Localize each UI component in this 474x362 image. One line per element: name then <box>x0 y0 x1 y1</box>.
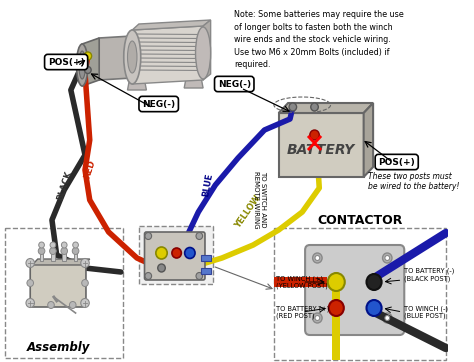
Ellipse shape <box>79 51 85 79</box>
Circle shape <box>156 247 167 259</box>
Circle shape <box>313 313 322 323</box>
Text: POS(+): POS(+) <box>48 58 84 67</box>
Bar <box>201 255 210 261</box>
Polygon shape <box>128 80 146 90</box>
Polygon shape <box>32 259 90 265</box>
Circle shape <box>81 299 89 307</box>
Polygon shape <box>99 36 132 80</box>
Text: BLUE: BLUE <box>201 172 214 197</box>
Circle shape <box>366 300 382 316</box>
Text: BLACK: BLACK <box>55 170 73 202</box>
Text: NEG(-): NEG(-) <box>218 80 251 88</box>
Circle shape <box>81 258 89 268</box>
Text: TO BATTERY (+)
(RED POST): TO BATTERY (+) (RED POST) <box>276 305 329 319</box>
Circle shape <box>38 248 45 254</box>
Bar <box>40 251 44 261</box>
Text: Note: Some batteries may require the use
of longer bolts to fasten both the winc: Note: Some batteries may require the use… <box>234 10 404 69</box>
Text: BATTERY: BATTERY <box>287 143 356 157</box>
Polygon shape <box>132 26 203 84</box>
Text: YELLOW: YELLOW <box>233 194 262 230</box>
Polygon shape <box>132 20 210 30</box>
Circle shape <box>62 242 67 248</box>
Circle shape <box>328 300 344 316</box>
Text: TO WINCH (+)
(YELLOW POST): TO WINCH (+) (YELLOW POST) <box>276 275 328 289</box>
Circle shape <box>72 248 79 254</box>
Polygon shape <box>203 20 210 80</box>
Bar <box>63 251 66 261</box>
Polygon shape <box>364 103 373 177</box>
Circle shape <box>196 232 202 240</box>
FancyBboxPatch shape <box>5 228 123 358</box>
FancyBboxPatch shape <box>305 245 404 335</box>
Text: POS(+): POS(+) <box>378 157 415 167</box>
Bar <box>51 251 55 261</box>
FancyBboxPatch shape <box>145 232 205 280</box>
Circle shape <box>311 103 319 111</box>
Text: These two posts must
be wired to the battery!: These two posts must be wired to the bat… <box>368 172 460 191</box>
Circle shape <box>61 248 67 254</box>
Text: TO SWITCH AND
REMOTE WIRING: TO SWITCH AND REMOTE WIRING <box>253 171 266 229</box>
Circle shape <box>50 242 56 248</box>
Circle shape <box>313 253 322 263</box>
Circle shape <box>385 316 390 320</box>
Bar <box>332 291 340 360</box>
Text: NEG(-): NEG(-) <box>142 100 175 109</box>
Circle shape <box>383 253 392 263</box>
Circle shape <box>84 67 91 73</box>
Circle shape <box>27 279 34 286</box>
Circle shape <box>383 313 392 323</box>
Circle shape <box>69 302 76 308</box>
FancyBboxPatch shape <box>274 228 446 360</box>
Text: TO BATTERY (-)
(BLACK POST): TO BATTERY (-) (BLACK POST) <box>404 268 455 282</box>
Polygon shape <box>184 78 203 88</box>
Text: RED: RED <box>82 159 97 180</box>
Circle shape <box>185 248 195 258</box>
Polygon shape <box>279 113 364 177</box>
FancyBboxPatch shape <box>139 226 212 284</box>
Circle shape <box>145 273 152 279</box>
Circle shape <box>39 242 45 248</box>
Circle shape <box>73 242 78 248</box>
Ellipse shape <box>124 30 141 84</box>
Circle shape <box>158 264 165 272</box>
Circle shape <box>50 248 56 254</box>
Bar <box>73 251 77 261</box>
Bar <box>274 277 327 287</box>
FancyBboxPatch shape <box>30 263 86 307</box>
Text: CONTACTOR: CONTACTOR <box>317 214 402 227</box>
Circle shape <box>366 274 382 290</box>
Circle shape <box>289 103 297 111</box>
Circle shape <box>196 273 202 279</box>
Circle shape <box>315 316 320 320</box>
Ellipse shape <box>76 44 88 86</box>
Circle shape <box>26 299 35 307</box>
Circle shape <box>328 273 345 291</box>
Circle shape <box>84 52 91 60</box>
Polygon shape <box>82 38 99 86</box>
Circle shape <box>385 256 390 261</box>
Ellipse shape <box>128 41 137 73</box>
Circle shape <box>26 258 35 268</box>
Circle shape <box>145 232 152 240</box>
Circle shape <box>48 302 55 308</box>
Bar <box>201 268 210 274</box>
Circle shape <box>315 256 320 261</box>
Circle shape <box>82 279 88 286</box>
Polygon shape <box>279 103 373 113</box>
Ellipse shape <box>196 27 210 79</box>
Text: Assembly: Assembly <box>27 341 90 354</box>
Text: TO WINCH (-)
(BLUE POST): TO WINCH (-) (BLUE POST) <box>404 305 448 319</box>
Circle shape <box>172 248 182 258</box>
Circle shape <box>310 130 319 140</box>
